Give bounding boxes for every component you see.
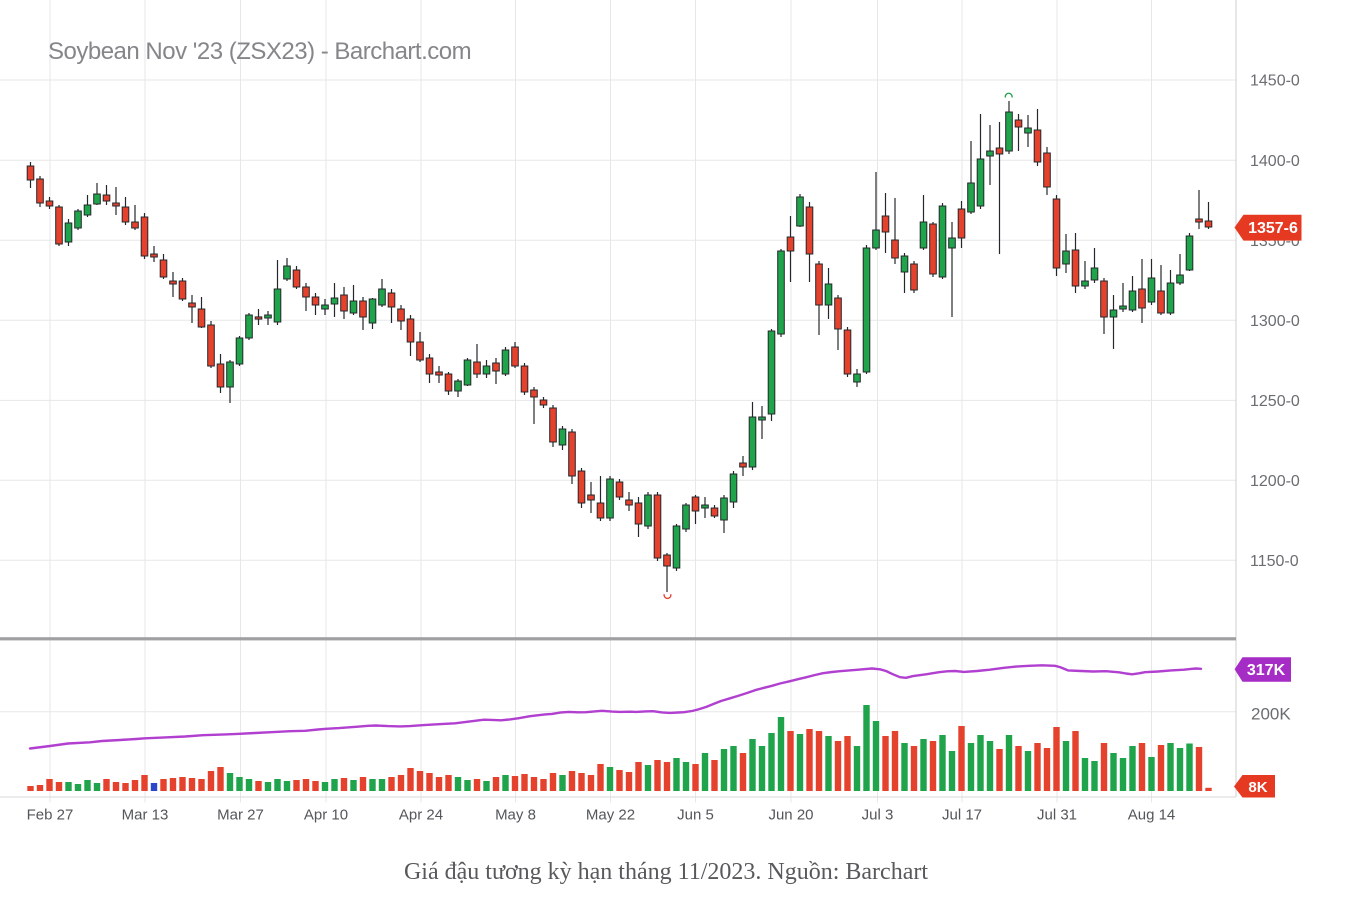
svg-text:Jun 5: Jun 5 [677, 807, 714, 824]
svg-text:Apr 24: Apr 24 [399, 807, 443, 824]
svg-text:May 8: May 8 [495, 807, 536, 824]
svg-text:1300-0: 1300-0 [1250, 313, 1300, 330]
svg-text:1150-0: 1150-0 [1250, 553, 1299, 570]
svg-text:Jul 31: Jul 31 [1037, 807, 1077, 824]
svg-text:May 22: May 22 [586, 807, 635, 824]
svg-text:317K: 317K [1247, 662, 1286, 679]
svg-text:Soybean Nov '23 (ZSX23) - Barc: Soybean Nov '23 (ZSX23) - Barchart.com [48, 38, 471, 65]
svg-text:1357-6: 1357-6 [1248, 220, 1298, 237]
svg-text:200K: 200K [1251, 705, 1291, 724]
svg-text:1400-0: 1400-0 [1250, 153, 1300, 170]
svg-text:Mar 27: Mar 27 [217, 807, 264, 824]
svg-text:1250-0: 1250-0 [1250, 393, 1300, 410]
svg-text:Apr 10: Apr 10 [304, 807, 348, 824]
svg-text:1200-0: 1200-0 [1250, 473, 1300, 490]
svg-text:8K: 8K [1248, 779, 1267, 796]
svg-text:Jul 17: Jul 17 [942, 807, 982, 824]
svg-text:Aug 14: Aug 14 [1128, 807, 1176, 824]
svg-text:Mar 13: Mar 13 [122, 807, 169, 824]
svg-text:Giá đậu tương kỳ hạn tháng 11/: Giá đậu tương kỳ hạn tháng 11/2023. Nguồ… [404, 859, 928, 885]
svg-text:1450-0: 1450-0 [1250, 73, 1300, 90]
svg-text:Jun 20: Jun 20 [768, 807, 813, 824]
svg-text:Jul 3: Jul 3 [862, 807, 894, 824]
svg-text:Feb 27: Feb 27 [27, 807, 74, 824]
